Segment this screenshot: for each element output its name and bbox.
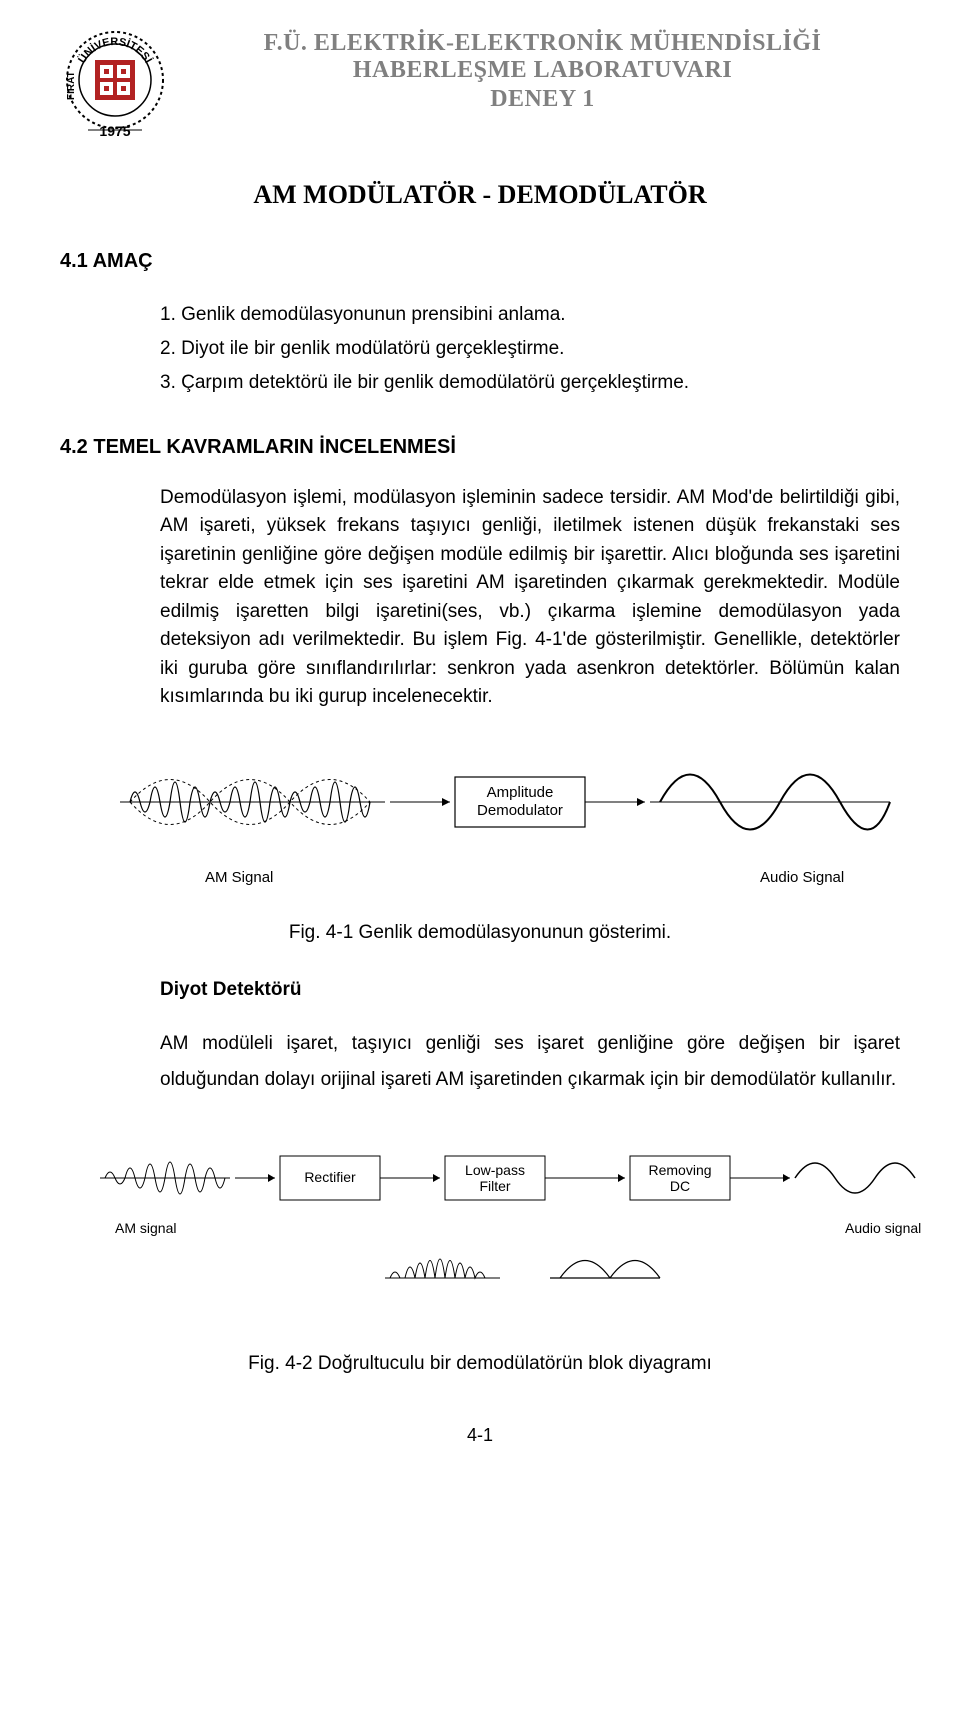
objective-item: 2. Diyot ile bir genlik modülatörü gerçe… (160, 332, 900, 366)
svg-text:AM signal: AM signal (115, 1220, 176, 1236)
svg-text:Removing: Removing (648, 1162, 711, 1178)
header-line-1: F.Ü. ELEKTRİK-ELEKTRONİK MÜHENDİSLİĞİ (185, 30, 900, 57)
svg-text:Audio signal: Audio signal (845, 1220, 921, 1236)
university-logo: ÜNİVERSİTESİ FIRAT 1975 (60, 30, 170, 140)
svg-text:Filter: Filter (479, 1178, 510, 1194)
block-label-amplitude: Amplitude (487, 784, 554, 801)
subsection-heading-diode: Diyot Detektörü (160, 979, 900, 1001)
header-text-block: F.Ü. ELEKTRİK-ELEKTRONİK MÜHENDİSLİĞİ HA… (185, 30, 900, 113)
objective-item: 1. Genlik demodülasyonunun prensibini an… (160, 298, 900, 332)
am-signal-label: AM Signal (205, 869, 273, 886)
svg-text:1975: 1975 (99, 123, 130, 139)
subsection-paragraph: AM modüleli işaret, taşıyıcı genliği ses… (160, 1026, 900, 1098)
svg-text:DC: DC (670, 1178, 690, 1194)
page-number: 4-1 (60, 1425, 900, 1446)
objective-item: 3. Çarpım detektörü ile bir genlik demod… (160, 366, 900, 400)
section-4-2-paragraph: Demodülasyon işlemi, modülasyon işlemini… (160, 484, 900, 712)
header-line-2: HABERLEŞME LABORATUVARI (185, 57, 900, 84)
section-heading-4-1: 4.1 AMAÇ (60, 250, 900, 273)
svg-text:Low-pass: Low-pass (465, 1162, 525, 1178)
figure-4-1-caption: Fig. 4-1 Genlik demodülasyonunun gösteri… (60, 922, 900, 944)
section-heading-4-2: 4.2 TEMEL KAVRAMLARIN İNCELENMESİ (60, 436, 900, 459)
figure-4-1-diagram: Amplitude Demodulator AM Signal Audio Si… (120, 742, 900, 907)
svg-text:Rectifier: Rectifier (304, 1169, 356, 1185)
figure-4-2-caption: Fig. 4-2 Doğrultuculu bir demodülatörün … (60, 1353, 900, 1375)
audio-signal-label: Audio Signal (760, 869, 844, 886)
block-label-demodulator: Demodulator (477, 802, 563, 819)
objectives-list: 1. Genlik demodülasyonunun prensibini an… (160, 298, 900, 401)
figure-4-2-diagram: Rectifier Low-pass Filter Removing DC AM… (100, 1138, 900, 1313)
document-title: AM MODÜLATÖR - DEMODÜLATÖR (60, 180, 900, 210)
document-header: ÜNİVERSİTESİ FIRAT 1975 F.Ü. ELEKTRİK-EL… (60, 30, 900, 140)
svg-text:FIRAT: FIRAT (66, 71, 77, 100)
header-line-3: DENEY 1 (185, 86, 900, 113)
